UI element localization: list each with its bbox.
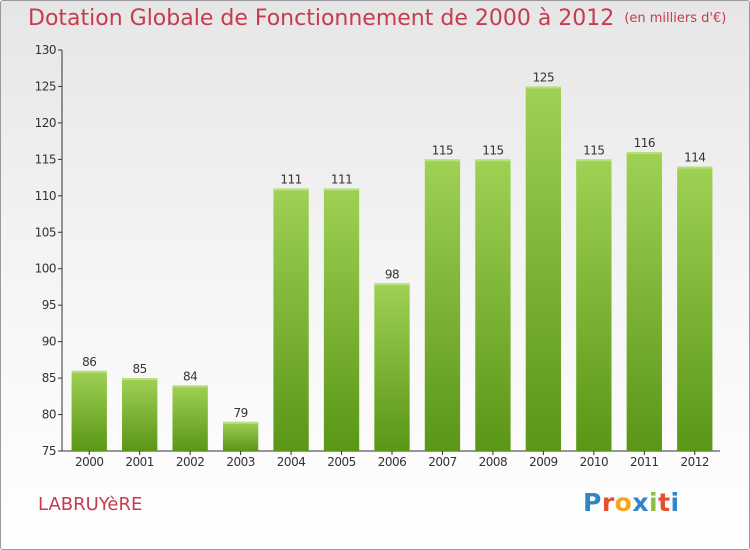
y-tick-label: 100 xyxy=(35,262,56,276)
bar xyxy=(222,421,259,451)
y-tick-label: 120 xyxy=(35,116,56,130)
bar xyxy=(677,166,713,451)
logo-letter: o xyxy=(614,488,633,517)
data-label: 114 xyxy=(684,151,705,165)
logo-letter: x xyxy=(632,488,649,517)
x-tick-label: 2007 xyxy=(428,455,457,469)
y-tick-label: 80 xyxy=(42,408,56,422)
bar-top-edge xyxy=(71,370,107,373)
y-tick-label: 75 xyxy=(42,444,56,458)
y-tick-label: 95 xyxy=(42,298,56,312)
bar xyxy=(374,283,410,451)
x-tick-label: 2006 xyxy=(378,455,407,469)
data-label: 125 xyxy=(533,70,554,84)
data-label: 115 xyxy=(432,143,453,157)
data-label: 115 xyxy=(482,143,503,157)
logo-letter: i xyxy=(670,488,680,517)
x-tick-label: 2003 xyxy=(226,455,255,469)
y-tick-label: 130 xyxy=(35,43,56,57)
bar-top-edge xyxy=(424,159,461,162)
bar xyxy=(475,159,511,451)
data-label: 84 xyxy=(183,369,197,383)
x-tick-label: 2005 xyxy=(327,455,356,469)
data-label: 85 xyxy=(133,362,147,376)
data-label: 115 xyxy=(583,143,604,157)
bar xyxy=(626,152,662,451)
bar xyxy=(576,159,612,451)
bar-top-edge xyxy=(525,86,562,89)
x-tick-label: 2000 xyxy=(75,455,104,469)
bar-top-edge xyxy=(323,188,360,191)
bar-top-edge xyxy=(677,166,713,169)
x-tick-label: 2002 xyxy=(176,455,205,469)
data-label: 111 xyxy=(331,173,352,187)
bar-top-edge xyxy=(626,152,662,155)
data-label: 86 xyxy=(82,355,96,369)
bar-top-edge xyxy=(374,283,410,286)
logo-letter: r xyxy=(601,488,615,517)
x-tick-label: 2008 xyxy=(479,455,508,469)
y-tick-label: 85 xyxy=(42,371,56,385)
x-tick-label: 2011 xyxy=(630,455,659,469)
chart-title-text: Dotation Globale de Fonctionnement de 20… xyxy=(28,6,615,31)
plot-area: 75 80 85 90 95 100 105 110 115 120 125 130 86 2000 85 2… xyxy=(35,43,720,469)
y-tick-label: 110 xyxy=(35,189,56,203)
bar xyxy=(525,86,562,452)
bar xyxy=(71,370,107,451)
y-tick-label: 115 xyxy=(35,152,56,166)
data-label: 111 xyxy=(280,173,301,187)
x-tick-label: 2004 xyxy=(277,455,306,469)
bar-top-edge xyxy=(475,159,511,162)
bar xyxy=(323,188,360,451)
y-tick-label: 90 xyxy=(42,335,56,349)
logo-letter: i xyxy=(649,488,659,517)
bar xyxy=(424,159,461,451)
y-tick-label: 125 xyxy=(35,79,56,93)
x-tick-label: 2001 xyxy=(125,455,154,469)
bar-top-edge xyxy=(122,378,158,381)
x-tick-label: 2012 xyxy=(680,455,709,469)
bar xyxy=(122,378,158,451)
chart-title: Dotation Globale de Fonctionnement de 20… xyxy=(28,6,726,31)
data-label: 98 xyxy=(385,267,399,281)
x-tick-label: 2009 xyxy=(529,455,558,469)
y-tick-label: 105 xyxy=(35,225,56,239)
proxiti-logo: Proxiti xyxy=(583,488,680,517)
bar xyxy=(172,385,208,451)
x-tick-label: 2010 xyxy=(580,455,609,469)
commune-name: LABRUYèRE xyxy=(38,494,143,515)
bar-top-edge xyxy=(576,159,612,162)
chart-unit: (en milliers d'€) xyxy=(624,11,727,26)
data-label: 79 xyxy=(233,406,247,420)
bar-top-edge xyxy=(273,188,309,191)
logo-letter: t xyxy=(658,488,671,517)
bar-top-edge xyxy=(222,421,259,424)
data-label: 116 xyxy=(634,136,655,150)
logo-letter: P xyxy=(583,488,602,517)
bar xyxy=(273,188,309,451)
bar-top-edge xyxy=(172,385,208,388)
